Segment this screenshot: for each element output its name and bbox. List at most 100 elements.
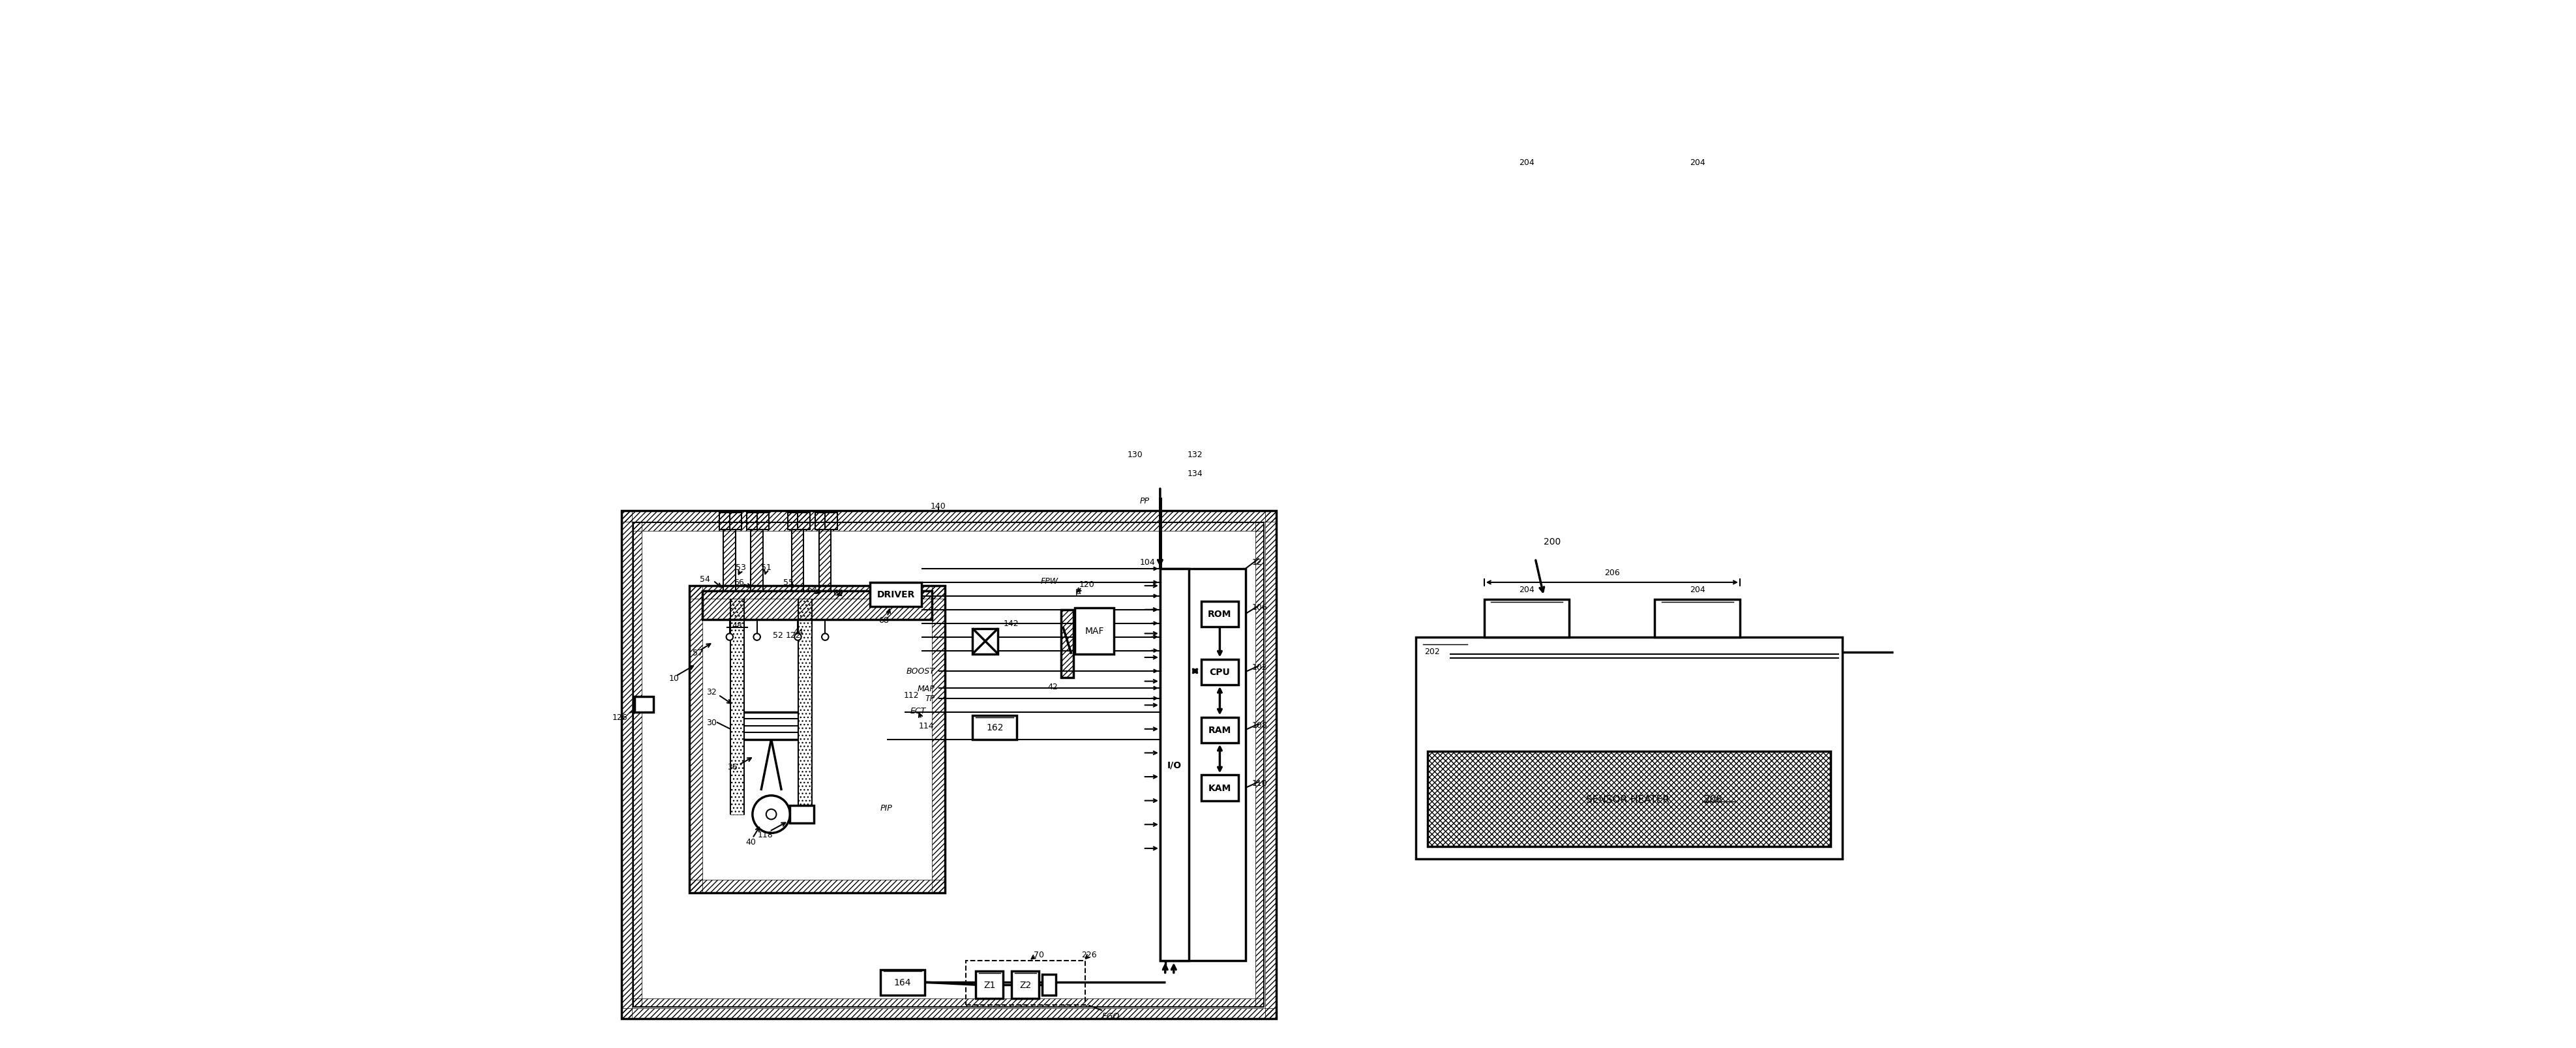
Bar xyxy=(690,586,703,893)
Text: FPW: FPW xyxy=(1041,576,1059,585)
Text: 36: 36 xyxy=(726,763,737,771)
Bar xyxy=(1061,610,1074,678)
Text: I/O: I/O xyxy=(1167,761,1182,769)
Text: 134: 134 xyxy=(1188,470,1203,478)
Text: RAM: RAM xyxy=(1208,725,1231,735)
Text: 51: 51 xyxy=(760,563,770,571)
Text: 102: 102 xyxy=(1252,662,1267,671)
Bar xyxy=(690,586,945,893)
Bar xyxy=(1074,608,1113,654)
Text: 66: 66 xyxy=(734,578,744,587)
Bar xyxy=(976,971,1002,999)
Bar xyxy=(724,530,734,591)
Text: μ: μ xyxy=(1074,587,1082,595)
Bar xyxy=(814,512,837,530)
Text: TP: TP xyxy=(925,694,935,703)
Bar xyxy=(1255,523,1265,1007)
Text: Z2: Z2 xyxy=(1020,980,1030,989)
Text: PIP: PIP xyxy=(881,804,894,812)
Text: 130: 130 xyxy=(1128,451,1144,459)
Bar xyxy=(974,629,997,654)
Text: SENSOR HEATER: SENSOR HEATER xyxy=(1587,794,1672,804)
Bar xyxy=(634,523,1265,531)
Text: 114: 114 xyxy=(920,721,935,730)
Bar xyxy=(1159,569,1190,961)
Bar xyxy=(1012,971,1038,999)
Bar xyxy=(799,599,811,814)
Bar xyxy=(747,512,768,530)
Text: 122: 122 xyxy=(786,631,801,639)
Bar xyxy=(690,880,945,893)
Text: 106: 106 xyxy=(1252,603,1267,612)
Bar xyxy=(1200,776,1239,801)
Bar xyxy=(634,999,1265,1007)
Bar xyxy=(1427,751,1832,847)
Text: 42: 42 xyxy=(1048,682,1059,691)
Text: 162: 162 xyxy=(987,723,1002,733)
Bar xyxy=(621,511,1275,1019)
Bar xyxy=(814,512,837,530)
Text: 200: 200 xyxy=(1543,538,1561,546)
Text: 32: 32 xyxy=(706,687,716,696)
Bar xyxy=(1654,599,1739,637)
Bar xyxy=(819,530,832,591)
Text: 204: 204 xyxy=(1690,158,1705,167)
Text: 12: 12 xyxy=(1252,558,1262,566)
Bar xyxy=(747,512,768,530)
Text: ECT: ECT xyxy=(909,706,925,715)
Bar xyxy=(1200,659,1239,685)
Text: 206: 206 xyxy=(1605,568,1620,576)
Text: 10: 10 xyxy=(670,674,680,682)
Text: ROM: ROM xyxy=(1208,610,1231,618)
Bar xyxy=(819,530,832,591)
Text: MAP: MAP xyxy=(917,684,935,693)
Text: 55: 55 xyxy=(783,578,793,587)
Text: 68: 68 xyxy=(878,616,889,625)
Bar xyxy=(1200,717,1239,743)
Bar xyxy=(1417,637,1842,858)
Text: EGO: EGO xyxy=(1103,1011,1121,1020)
Bar xyxy=(719,512,742,530)
Bar xyxy=(1200,602,1239,627)
Text: 132: 132 xyxy=(1188,451,1203,459)
Text: 226: 226 xyxy=(1082,949,1097,958)
Circle shape xyxy=(752,795,791,833)
Text: 53: 53 xyxy=(734,563,744,571)
Text: CPU: CPU xyxy=(1208,668,1231,677)
Circle shape xyxy=(726,634,734,640)
Text: 208: 208 xyxy=(1705,794,1723,804)
Bar xyxy=(966,961,1084,1005)
Bar xyxy=(1265,511,1275,1019)
Text: 202: 202 xyxy=(1425,648,1440,656)
Text: Z1: Z1 xyxy=(984,980,994,989)
Bar xyxy=(974,716,1018,740)
Text: 108: 108 xyxy=(1252,721,1267,729)
Text: 52: 52 xyxy=(773,631,783,639)
Bar xyxy=(621,1008,1275,1019)
Text: MAF: MAF xyxy=(1084,627,1105,635)
Bar xyxy=(788,512,809,530)
Bar xyxy=(750,530,762,591)
Circle shape xyxy=(765,809,775,820)
Text: 64: 64 xyxy=(832,589,842,597)
Bar xyxy=(1159,569,1244,961)
Text: 120: 120 xyxy=(1079,581,1095,589)
Text: 44: 44 xyxy=(793,628,804,636)
Bar xyxy=(788,512,809,530)
Bar xyxy=(933,586,945,893)
Text: 140: 140 xyxy=(930,502,945,510)
Text: 204: 204 xyxy=(1520,585,1535,593)
Bar xyxy=(791,806,814,823)
Bar xyxy=(1427,751,1832,847)
Text: 54: 54 xyxy=(701,575,711,584)
Circle shape xyxy=(793,634,801,640)
Text: 40: 40 xyxy=(744,837,755,846)
Bar xyxy=(634,523,641,1007)
Bar xyxy=(1484,599,1569,637)
Bar xyxy=(621,511,1275,522)
Bar xyxy=(719,512,742,530)
Bar xyxy=(690,586,945,599)
Bar xyxy=(703,591,933,620)
Text: DRIVER: DRIVER xyxy=(876,590,914,599)
Text: 204: 204 xyxy=(1520,158,1535,167)
